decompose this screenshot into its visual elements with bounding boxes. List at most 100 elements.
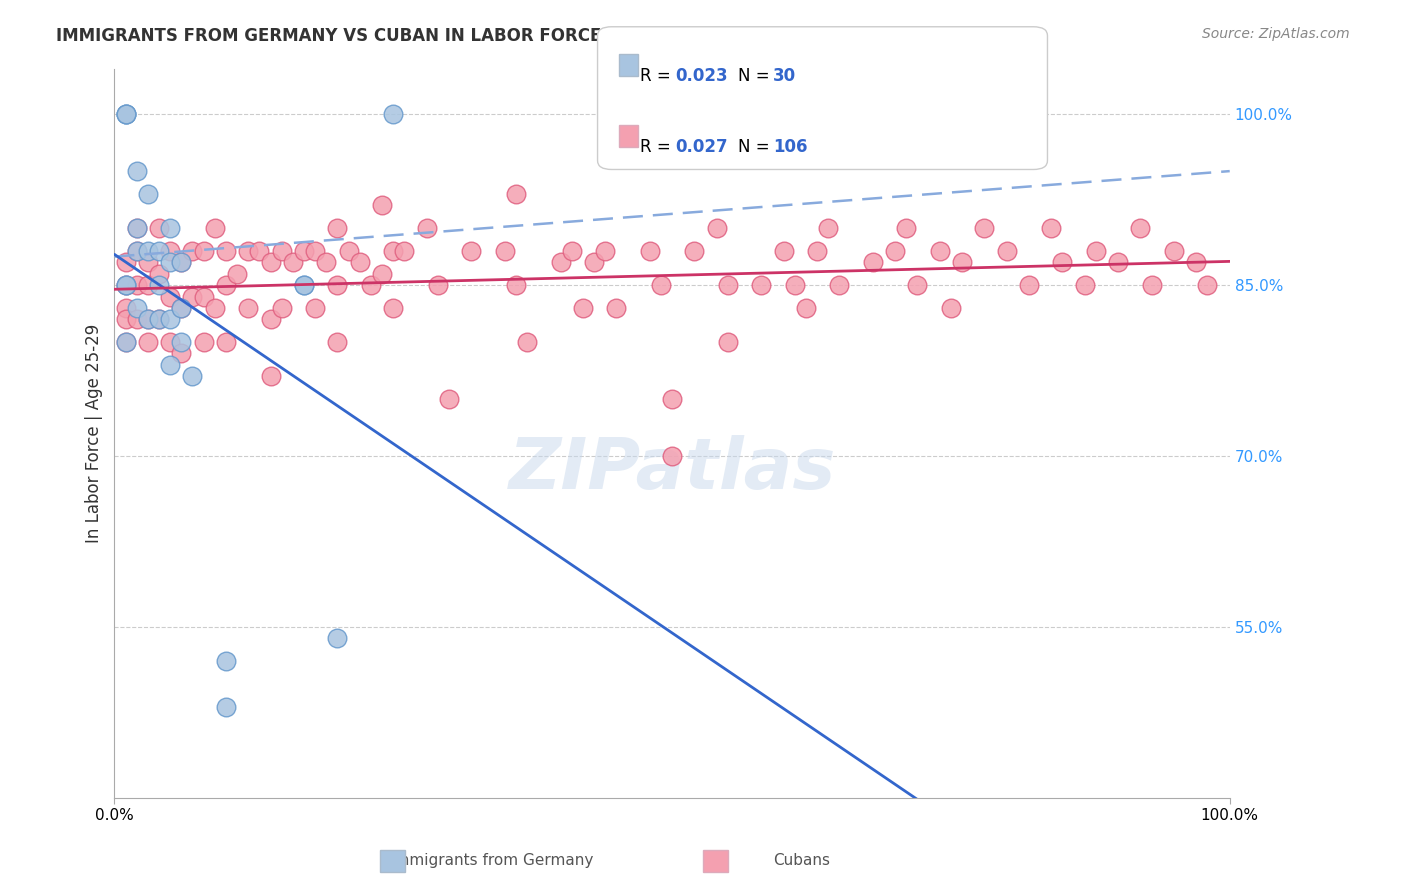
Point <box>806 244 828 258</box>
Point <box>148 267 170 281</box>
Point <box>382 301 405 315</box>
Text: N =: N = <box>738 138 769 156</box>
Point <box>638 244 661 258</box>
Point <box>170 301 193 315</box>
Point <box>1129 221 1152 235</box>
Point <box>794 301 817 315</box>
Point <box>136 278 159 293</box>
Point <box>159 244 181 258</box>
Point <box>114 255 136 269</box>
Point <box>193 289 215 303</box>
Point <box>125 244 148 258</box>
Point <box>928 244 950 258</box>
Point <box>215 654 238 668</box>
Point <box>326 335 349 350</box>
Point <box>148 221 170 235</box>
Point <box>337 244 360 258</box>
Point <box>772 244 794 258</box>
Point <box>706 221 728 235</box>
Point <box>605 301 627 315</box>
Point <box>281 255 304 269</box>
Point <box>148 278 170 293</box>
Point <box>382 244 405 258</box>
Point <box>995 244 1018 258</box>
Point <box>1185 255 1208 269</box>
Point <box>125 221 148 235</box>
Text: ZIPatlas: ZIPatlas <box>509 435 835 504</box>
Point <box>550 255 572 269</box>
Text: N =: N = <box>738 67 769 85</box>
Point <box>114 278 136 293</box>
Point <box>159 358 181 372</box>
Point <box>204 221 226 235</box>
Point <box>1107 255 1129 269</box>
Point <box>1163 244 1185 258</box>
Point <box>896 221 918 235</box>
Point <box>114 335 136 350</box>
Point <box>247 244 270 258</box>
Point <box>125 301 148 315</box>
Point <box>159 255 181 269</box>
Point <box>170 255 193 269</box>
Point <box>136 255 159 269</box>
Point <box>394 244 416 258</box>
Point <box>817 221 839 235</box>
Point <box>593 244 616 258</box>
Point <box>749 278 772 293</box>
Text: R =: R = <box>640 67 676 85</box>
Point <box>270 244 292 258</box>
Point <box>1197 278 1219 293</box>
Point <box>494 244 516 258</box>
Text: IMMIGRANTS FROM GERMANY VS CUBAN IN LABOR FORCE | AGE 25-29 CORRELATION CHART: IMMIGRANTS FROM GERMANY VS CUBAN IN LABO… <box>56 27 921 45</box>
Point <box>326 221 349 235</box>
Point <box>125 278 148 293</box>
Point <box>326 632 349 646</box>
Point <box>114 312 136 326</box>
Point <box>170 255 193 269</box>
Point <box>661 449 683 463</box>
Point <box>181 369 204 384</box>
Point <box>114 107 136 121</box>
Point <box>1040 221 1063 235</box>
Point <box>650 278 672 293</box>
Point <box>136 186 159 201</box>
Text: 30: 30 <box>773 67 796 85</box>
Point <box>304 244 326 258</box>
Point <box>159 289 181 303</box>
Point <box>215 244 238 258</box>
Point <box>505 186 527 201</box>
Point <box>204 301 226 315</box>
Point <box>159 221 181 235</box>
Point <box>292 278 315 293</box>
Point <box>950 255 973 269</box>
Point <box>973 221 995 235</box>
Point <box>114 107 136 121</box>
Text: 106: 106 <box>773 138 808 156</box>
Point <box>125 221 148 235</box>
Point <box>717 335 740 350</box>
Point <box>148 244 170 258</box>
Text: Immigrants from Germany: Immigrants from Germany <box>391 854 593 868</box>
Point <box>114 301 136 315</box>
Point <box>148 312 170 326</box>
Point <box>582 255 605 269</box>
Text: R =: R = <box>640 138 676 156</box>
Point <box>349 255 371 269</box>
Point <box>125 164 148 178</box>
Point <box>1052 255 1074 269</box>
Point <box>215 278 238 293</box>
Point <box>159 312 181 326</box>
Point <box>259 312 281 326</box>
Point <box>259 369 281 384</box>
Text: 0.023: 0.023 <box>675 67 727 85</box>
Point <box>1140 278 1163 293</box>
Point <box>426 278 449 293</box>
Point <box>661 392 683 406</box>
Point <box>148 312 170 326</box>
Point <box>292 244 315 258</box>
Point <box>181 244 204 258</box>
Point <box>717 278 740 293</box>
Point <box>862 255 884 269</box>
Point <box>460 244 482 258</box>
Point <box>114 278 136 293</box>
